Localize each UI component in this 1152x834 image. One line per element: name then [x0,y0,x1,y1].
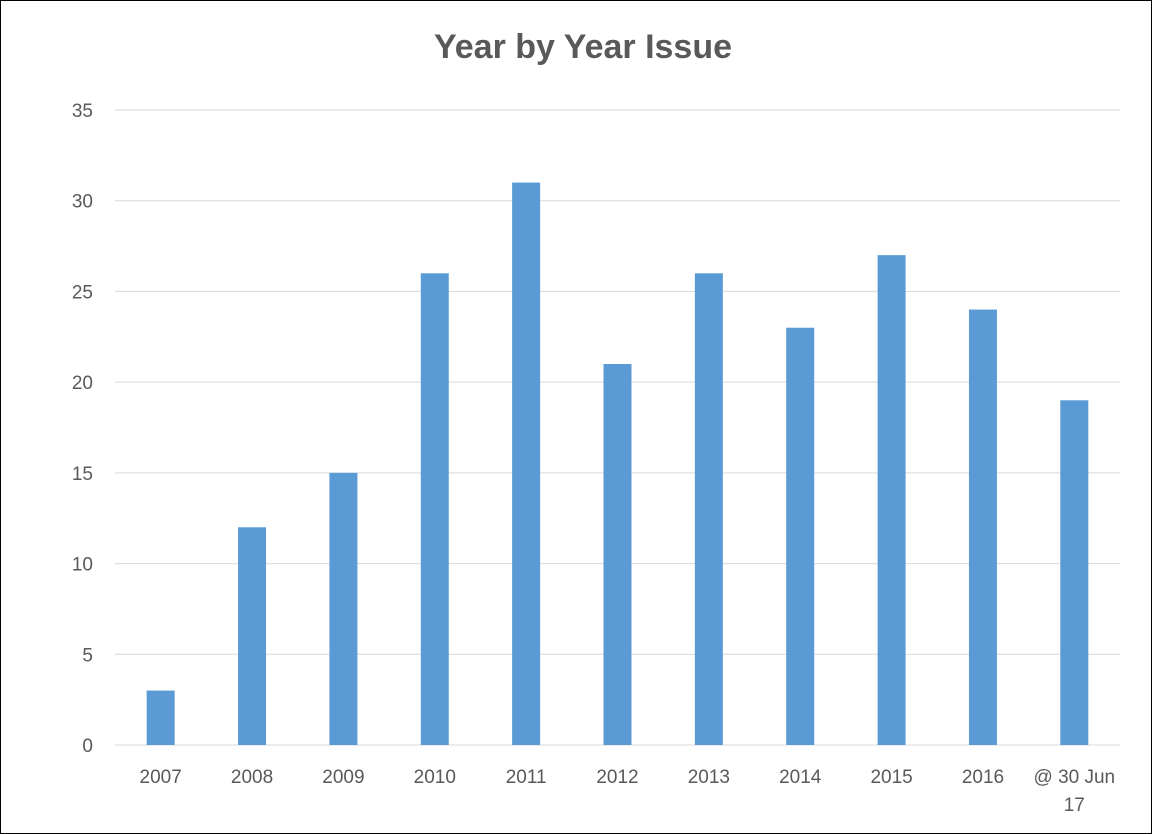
bar [877,255,906,745]
chart-title: Year by Year Issue [433,28,733,66]
x-tick-label: 2011 [506,767,547,788]
bar [420,273,449,745]
x-tick-label: 2007 [140,767,182,788]
y-axis-ticks: 0 5 10 15 20 25 30 35 [72,101,93,757]
x-axis-ticks: 2007 2008 2009 2010 2011 2012 2013 2014 2015 2016… [140,767,1116,816]
y-tick-label: 20 [72,373,93,394]
y-tick-label: 10 [72,555,93,576]
y-tick-label: 25 [72,282,93,303]
bar [512,182,541,746]
x-tick-label: 2009 [322,767,364,788]
bar [694,273,723,745]
bar [146,690,175,745]
y-tick-label: 30 [72,192,93,213]
bar [968,309,997,745]
y-tick-label: 5 [82,645,93,666]
x-tick-label: 2013 [688,767,730,788]
bar [603,364,632,745]
x-tick-label: 2010 [414,767,456,788]
y-tick-label: 0 [82,736,93,757]
bar [786,327,815,745]
x-tick-label: 2016 [962,767,1004,788]
bar [238,527,267,745]
x-tick-label: 2014 [779,767,822,788]
x-tick-label: 2015 [870,767,912,788]
x-tick-label: 2008 [231,767,273,788]
y-tick-label: 15 [72,464,93,485]
bars [146,182,1089,746]
bar [1060,400,1089,745]
x-tick-label: @ 30 Jun 17 [1034,767,1116,816]
y-tick-label: 35 [72,101,93,122]
bar [329,472,358,745]
x-tick-label: 2012 [596,767,638,788]
